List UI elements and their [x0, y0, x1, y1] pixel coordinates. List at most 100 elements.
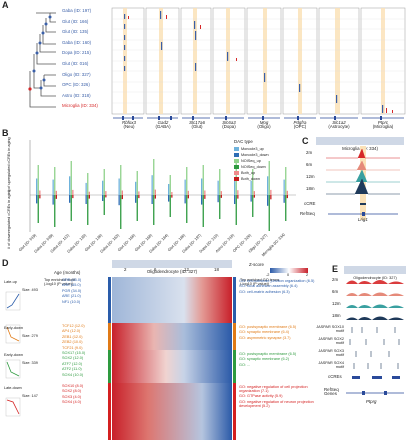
- panel-label-d: D: [2, 258, 9, 268]
- bar-down: [105, 195, 107, 198]
- legend-swatch: [234, 159, 239, 164]
- bar-up: [120, 165, 122, 195]
- track-label: 2m: [332, 277, 339, 282]
- legend-item: NOISeq_up: [234, 158, 300, 164]
- bar-down: [118, 195, 120, 206]
- bar-down: [283, 195, 285, 203]
- bar-down: [234, 195, 236, 204]
- bar-down: [285, 195, 287, 221]
- legend-swatch: [234, 147, 239, 152]
- age-tick: 18: [214, 267, 219, 272]
- bar-up: [85, 182, 87, 195]
- bar-down: [85, 195, 87, 204]
- gene-name: Slc6a3: [222, 120, 236, 125]
- bar-down: [151, 195, 153, 204]
- panel-e-track-labels: 2m 6m 12m 18m: [332, 277, 341, 326]
- legend-label: Monocle3_up: [241, 146, 264, 151]
- bar-down: [103, 195, 105, 215]
- row-label: Glut (ID: 016): [62, 60, 89, 66]
- legend-item: Both_up: [234, 170, 300, 176]
- bar-down: [39, 195, 41, 199]
- legend-label: NOISeq_up: [241, 158, 261, 163]
- gene-name: Slc17a6: [189, 120, 205, 125]
- motif-item: TCF21 (9.0): [62, 345, 83, 350]
- bar-down: [102, 195, 104, 201]
- panel-c-ccre-label: cCRE: [304, 201, 316, 206]
- go-list: GO: cell-substrate junction organization…: [239, 279, 327, 295]
- gene-name: Ptprc: [377, 120, 389, 125]
- motif-track-label: JASPAR SOX2 motif: [318, 337, 344, 345]
- bar-down: [153, 195, 155, 225]
- legend-swatch: [234, 171, 239, 176]
- bar-down: [54, 195, 56, 227]
- cluster-name: Early-down: [4, 326, 23, 330]
- gene-celltype: (GABA): [155, 124, 171, 130]
- bar-down: [186, 195, 188, 223]
- bar-down: [36, 195, 38, 204]
- bar-up: [270, 189, 272, 195]
- legend-item: Both_down: [234, 176, 300, 182]
- bar-up: [154, 189, 156, 195]
- bar-up: [72, 189, 74, 195]
- panel-e-refseq-label: RefSeq Genes: [324, 387, 339, 397]
- panel-d-go-header: Top enriched GO terms (-log10 (P value)): [240, 278, 280, 286]
- bar-down: [187, 195, 189, 199]
- legend-swatch: [234, 153, 239, 158]
- bar-up: [184, 179, 186, 195]
- panel-label-e: E: [332, 264, 339, 274]
- legend-label: Monocle3_down: [241, 152, 269, 157]
- panel-b-legend: DAC type Monocle3_up Monocle3_down NOISeq_…: [234, 139, 300, 182]
- bar-up: [121, 190, 123, 195]
- panel-label-c: C: [302, 136, 309, 146]
- track-label: 6m: [332, 289, 339, 294]
- bar-up: [219, 169, 221, 195]
- gene-celltype: (Astrocyte): [328, 124, 350, 130]
- motif-list: SOX10 (8.0) SOX2 (8.0) SOX3 (4.0) SOX4 (4.0…: [62, 384, 106, 407]
- bar-down: [268, 195, 270, 231]
- bar-up: [169, 175, 171, 195]
- bar-up: [237, 190, 239, 195]
- bar-down: [168, 195, 170, 202]
- bar-up: [70, 161, 72, 195]
- zscore-tick: 2: [306, 273, 309, 277]
- bar-up: [252, 169, 254, 195]
- bar-down: [69, 195, 71, 203]
- legend-swatch: [234, 177, 239, 182]
- go-list: GO: negative regulation of cell projecti…: [239, 385, 327, 409]
- go-term: GO: cell-substrate junction organization…: [239, 279, 315, 283]
- motif-item: ATF7 (12.0): [62, 361, 82, 366]
- gene-celltype: (Neu): [123, 124, 135, 130]
- motif-item: ARE (21.0): [62, 294, 81, 299]
- bar-down: [204, 195, 206, 199]
- motif-list: SOX17 (15.0) SOX2 (12.0) ATF7 (12.0) ATF2 (…: [62, 351, 106, 379]
- panel-e-title-bar: Oligodendrocyte (ID: 327): [344, 266, 406, 280]
- motif-item: ARE (45.0): [62, 283, 81, 288]
- bar-up: [220, 191, 222, 195]
- bar-up: [102, 180, 104, 195]
- bar-down: [169, 195, 171, 217]
- zscore-label: Z-score: [249, 262, 264, 267]
- zscore-tick: 0: [287, 273, 290, 277]
- gene-name: Pdgfra: [293, 120, 307, 125]
- motif-item: ZEB1 (12.0): [62, 334, 83, 339]
- legend-title: DAC type: [234, 139, 253, 144]
- gene-celltype: (OPC): [293, 124, 307, 130]
- row-label: Astro (ID: 318): [62, 92, 91, 98]
- go-term: GO: postsynaptic membrane (6.5): [239, 325, 297, 329]
- bar-down: [237, 195, 239, 199]
- bar-up: [171, 192, 173, 195]
- bar-up: [105, 191, 107, 195]
- bar-up: [37, 165, 39, 195]
- go-term: GO: GTPase activity (5.9): [239, 394, 283, 399]
- bar-down: [171, 195, 173, 198]
- bar-up: [201, 178, 203, 195]
- legend-item: Monocle3_up: [234, 146, 300, 152]
- go-term: GO: ...: [239, 362, 251, 367]
- bar-up: [186, 167, 188, 195]
- go-term: GO: asymmetric synapse (3.7): [239, 335, 291, 340]
- bar-up: [52, 179, 54, 195]
- legend-label: Both_down: [241, 176, 260, 181]
